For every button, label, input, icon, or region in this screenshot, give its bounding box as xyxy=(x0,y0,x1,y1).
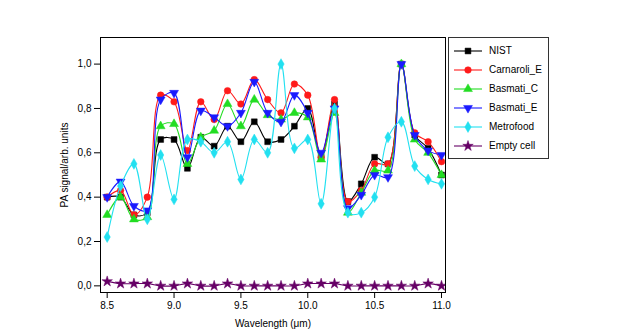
svg-text:10.5: 10.5 xyxy=(365,300,385,311)
svg-text:9.0: 9.0 xyxy=(167,300,181,311)
svg-text:PA signal/arb. units: PA signal/arb. units xyxy=(59,123,70,208)
svg-text:0,4: 0,4 xyxy=(78,191,92,202)
svg-text:0,8: 0,8 xyxy=(78,103,92,114)
svg-text:10.0: 10.0 xyxy=(298,300,318,311)
html-text:Empty cell: Empty cell xyxy=(489,140,536,151)
svg-text:8.5: 8.5 xyxy=(100,300,114,311)
html-text:Basmati_E: Basmati_E xyxy=(489,102,538,113)
svg-text:0,6: 0,6 xyxy=(78,147,92,158)
svg-text:1,0: 1,0 xyxy=(78,58,92,69)
html-text:Carnaroli_E: Carnaroli_E xyxy=(489,64,542,75)
html-text:Metrofood: Metrofood xyxy=(489,121,534,132)
svg-text:0,2: 0,2 xyxy=(78,236,92,247)
svg-text:11.0: 11.0 xyxy=(432,300,451,311)
svg-text:0,0: 0,0 xyxy=(78,280,92,291)
html-text:NIST: NIST xyxy=(489,45,512,56)
svg-text:9.5: 9.5 xyxy=(234,300,248,311)
svg-text:Wavelength (μm): Wavelength (μm) xyxy=(235,318,311,329)
html-text:Basmati_C: Basmati_C xyxy=(489,83,538,94)
